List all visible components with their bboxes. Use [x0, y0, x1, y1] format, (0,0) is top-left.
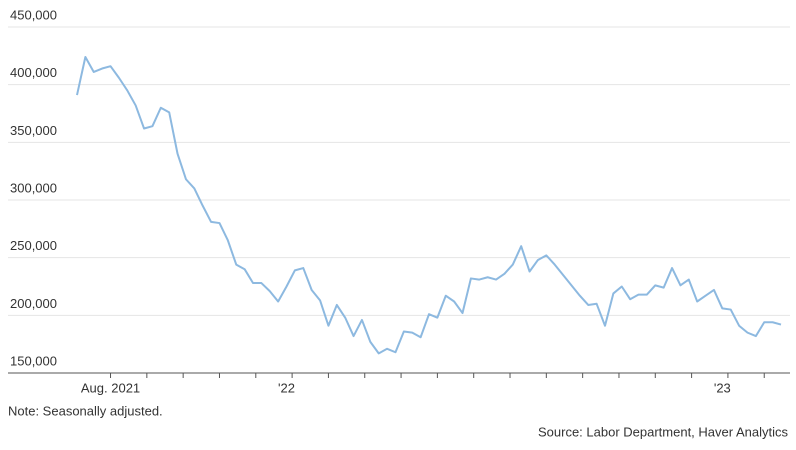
y-tick-label: 400,000 — [10, 65, 57, 80]
x-tick-label: '22 — [278, 380, 295, 395]
y-tick-label: 300,000 — [10, 180, 57, 195]
y-tick-label: 200,000 — [10, 296, 57, 311]
x-tick-label: Aug. 2021 — [81, 380, 140, 395]
y-tick-label: 450,000 — [10, 7, 57, 22]
note: Note: Seasonally adjusted. — [8, 403, 163, 418]
y-tick-label: 350,000 — [10, 123, 57, 138]
line — [76, 55, 782, 355]
x-tick-label: '23 — [714, 380, 731, 395]
y-tick-label: 250,000 — [10, 238, 57, 253]
source: Source: Labor Department, Haver Analytic… — [538, 424, 789, 439]
y-tick-label: 150,000 — [10, 353, 57, 368]
